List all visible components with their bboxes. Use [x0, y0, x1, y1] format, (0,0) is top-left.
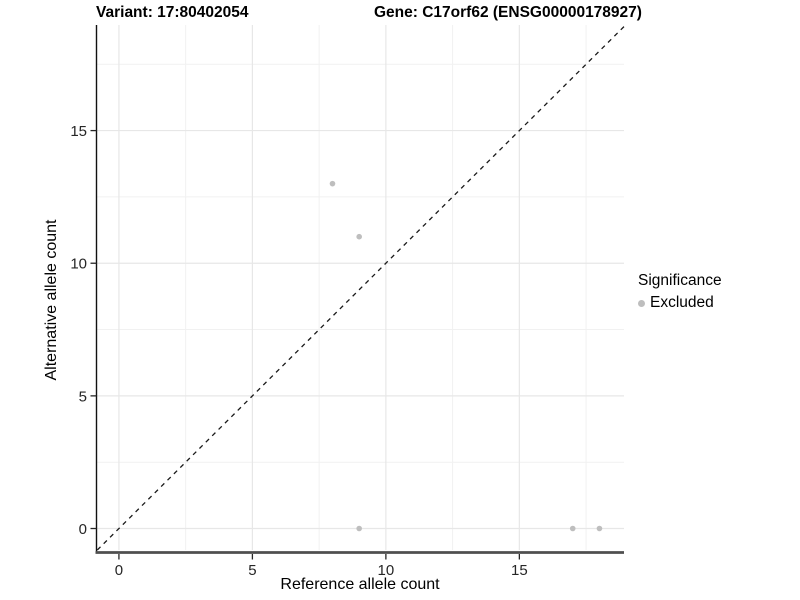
data-point — [356, 525, 362, 532]
x-axis-title: Reference allele count — [280, 576, 440, 593]
y-tick-label: 0 — [79, 521, 87, 538]
legend-title: Significance — [638, 272, 722, 289]
data-point — [596, 525, 603, 532]
plot-title-variant: Variant: 17:80402054 — [96, 4, 249, 21]
plot-title-gene: Gene: C17orf62 (ENSG00000178927) — [374, 4, 642, 21]
data-point — [569, 525, 576, 532]
y-tick-label: 5 — [79, 388, 87, 405]
y-tick-label: 15 — [70, 123, 87, 140]
x-tick-label: 10 — [378, 562, 395, 579]
data-point — [329, 180, 336, 187]
data-point — [356, 233, 362, 240]
excluded-point-icon — [638, 299, 645, 307]
legend: Significance Excluded — [638, 272, 722, 312]
y-tick-label: 10 — [70, 256, 87, 273]
legend-entry-label: Excluded — [650, 294, 714, 311]
x-tick-label: 0 — [115, 562, 123, 579]
x-tick-label: 5 — [248, 562, 256, 579]
y-axis-title: Alternative allele count — [43, 219, 60, 381]
legend-entry-excluded: Excluded — [638, 294, 722, 312]
x-tick-label: 15 — [511, 562, 528, 579]
identity-line — [96, 26, 625, 551]
